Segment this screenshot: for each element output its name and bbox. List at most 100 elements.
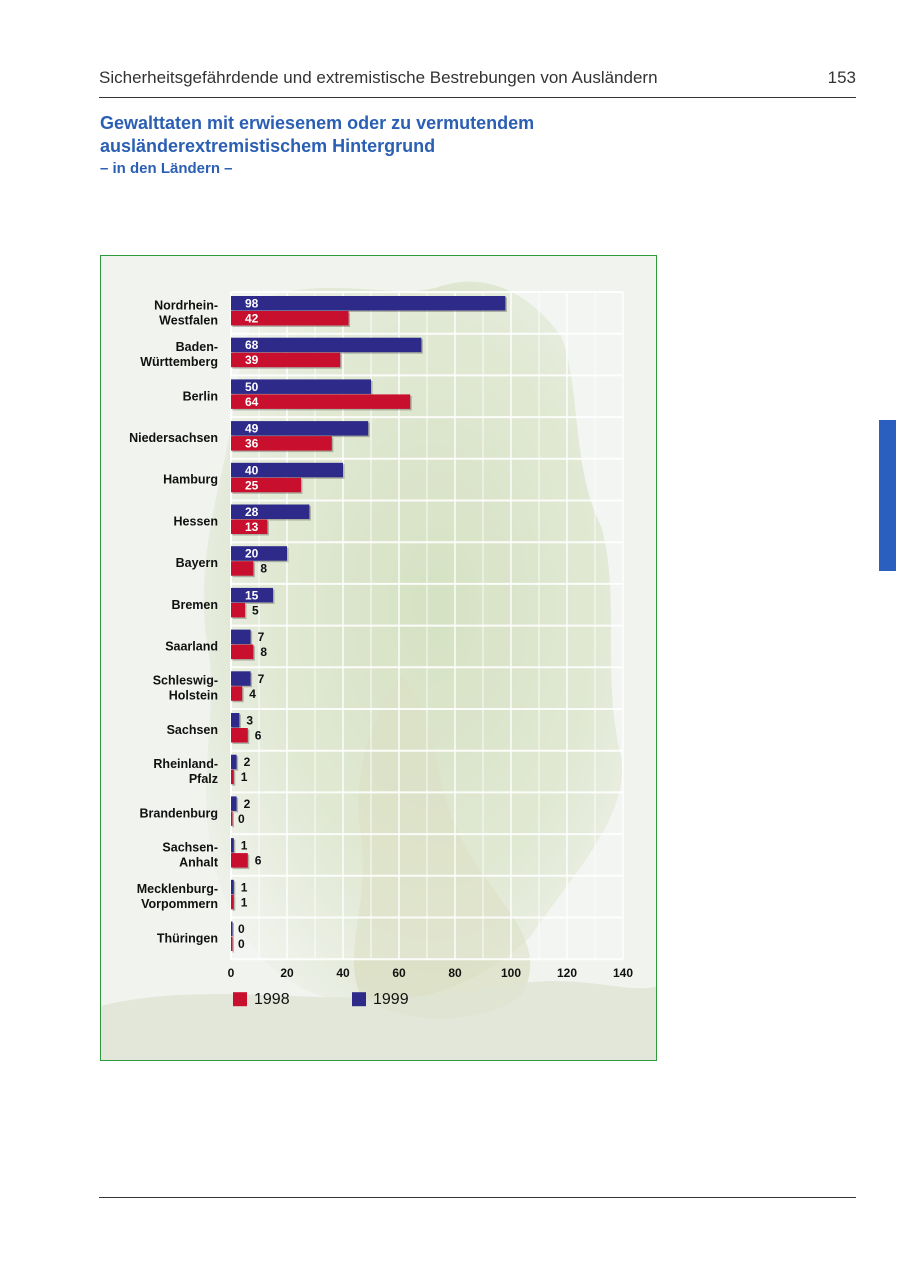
category-label: Baden-Württemberg (140, 340, 218, 369)
x-tick-label: 140 (613, 966, 633, 980)
data-label-1998: 1 (241, 770, 248, 784)
bar-1999 (231, 546, 287, 561)
data-label-1999: 68 (245, 338, 259, 352)
bar-shadow (232, 812, 234, 828)
legend-swatch-1998 (233, 992, 247, 1007)
category-label: Brandenburg (140, 806, 218, 820)
bar-1999 (231, 754, 237, 770)
data-label-1998: 6 (255, 729, 262, 743)
bar-1998 (231, 352, 341, 368)
bar-1998 (231, 436, 332, 451)
category-label-line: Berlin (183, 389, 218, 403)
category-label-line: Anhalt (179, 855, 219, 869)
category-label-line: Hessen (174, 514, 218, 528)
category-label-line: Pfalz (189, 772, 218, 786)
data-label-1999: 98 (245, 297, 259, 311)
x-tick-label: 80 (448, 966, 462, 980)
bar-1999 (231, 296, 506, 311)
category-labels: Nordrhein-Westfalen Baden-Württemberg Berl… (129, 298, 219, 945)
category-label-line: Niedersachsen (129, 431, 218, 445)
bar-1998 (231, 811, 233, 826)
x-tick-label: 120 (557, 966, 577, 980)
bar-1999 (231, 337, 422, 353)
bar-1998 (231, 311, 349, 326)
category-label: Saarland (165, 639, 218, 653)
data-label-1998: 64 (245, 395, 259, 409)
category-label-line: Rheinland- (153, 757, 218, 771)
bar-chart: 9842683950644936402528132081557874362120… (101, 256, 656, 1060)
bar-shadow (232, 881, 236, 896)
bar-1998 (231, 936, 233, 951)
bar-1998 (231, 477, 301, 493)
legend-label-1998: 1998 (254, 991, 290, 1008)
category-label: Bayern (176, 556, 218, 570)
data-label-1998: 0 (238, 812, 245, 826)
category-label-line: Bremen (171, 598, 218, 612)
legend-swatch-1999 (352, 992, 366, 1007)
data-label-1998: 0 (238, 937, 245, 951)
data-label-1999: 7 (258, 630, 265, 644)
data-label-1998: 8 (260, 562, 267, 576)
data-label-1999: 50 (245, 380, 259, 394)
bar-1998 (231, 769, 234, 785)
data-label-1999: 28 (245, 505, 259, 519)
category-label-line: Saarland (165, 639, 218, 653)
x-tick-label: 60 (392, 966, 406, 980)
category-label-line: Schleswig- (153, 674, 218, 688)
category-label-line: Holstein (169, 689, 218, 703)
data-label-1999: 1 (241, 880, 248, 894)
legend-label-1999: 1999 (373, 991, 409, 1008)
bar-1999 (231, 838, 234, 853)
bar-1998 (231, 894, 234, 910)
running-title: Sicherheitsgefährdende und extremistisch… (99, 68, 658, 87)
chart-title-line-1: Gewalttaten mit erwiesenem oder zu vermu… (100, 113, 535, 133)
data-label-1998: 1 (241, 895, 248, 909)
bar-1998 (231, 853, 248, 868)
bar-1998 (231, 519, 268, 534)
category-label-line: Hamburg (163, 473, 218, 487)
footer-rule (99, 1197, 856, 1198)
data-label-1999: 20 (245, 547, 259, 561)
chapter-tab (879, 420, 896, 571)
category-label-line: Württemberg (140, 355, 218, 369)
data-label-1999: 1 (241, 839, 248, 853)
bar-1999 (231, 921, 233, 936)
data-label-1999: 3 (246, 714, 253, 728)
data-label-1998: 39 (245, 353, 259, 367)
bar-1998 (231, 394, 411, 409)
bar-1999 (231, 587, 273, 603)
chart-title-line-2: ausländerextremistischem Hintergrund (100, 136, 436, 156)
data-label-1998: 36 (245, 437, 259, 451)
category-label: Hessen (174, 514, 218, 528)
bar-1999 (231, 879, 234, 895)
category-label-line: Sachsen- (162, 840, 218, 854)
bar-1999 (231, 379, 371, 394)
chart-legend: 1998 1999 (233, 991, 409, 1008)
data-label-1999: 49 (245, 422, 259, 436)
bar-shadow (232, 923, 234, 938)
data-label-1999: 2 (244, 797, 251, 811)
bar-shadow (232, 839, 236, 855)
data-label-1999: 2 (244, 755, 251, 769)
category-label-line: Thüringen (157, 931, 218, 945)
running-head: Sicherheitsgefährdende und extremistisch… (99, 68, 856, 88)
category-label-line: Baden- (176, 340, 218, 354)
category-label: Schleswig-Holstein (153, 674, 218, 703)
data-label-1999: 7 (258, 672, 265, 686)
data-label-1998: 4 (249, 687, 256, 701)
bar-shadow (232, 771, 236, 786)
bar-shadow (232, 938, 234, 953)
category-label: Sachsen (167, 723, 218, 737)
x-tick-label: 0 (228, 966, 235, 980)
category-label-line: Bayern (176, 556, 218, 570)
bar-shadow (232, 896, 236, 911)
category-label: Niedersachsen (129, 431, 218, 445)
header-rule (99, 97, 856, 98)
category-label-line: Vorpommern (141, 897, 218, 911)
category-label-line: Nordrhein- (154, 298, 218, 312)
category-label: Rheinland-Pfalz (153, 757, 218, 786)
bar-1999 (231, 421, 369, 436)
category-label: Sachsen-Anhalt (162, 840, 218, 869)
chart-title: Gewalttaten mit erwiesenem oder zu vermu… (100, 112, 534, 158)
map-background (101, 256, 656, 1060)
